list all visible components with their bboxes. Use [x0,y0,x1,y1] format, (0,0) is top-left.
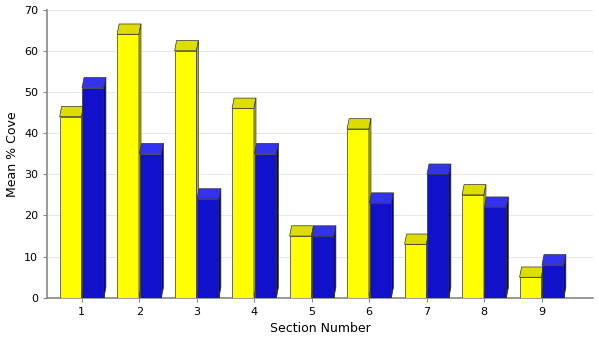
Polygon shape [139,24,141,298]
Polygon shape [175,51,196,298]
Polygon shape [254,98,256,298]
Polygon shape [427,174,449,298]
Polygon shape [426,234,428,298]
Polygon shape [312,236,334,298]
Polygon shape [462,195,484,298]
Polygon shape [404,234,428,244]
Polygon shape [312,226,336,236]
Polygon shape [542,265,564,298]
Polygon shape [117,34,139,298]
Polygon shape [289,226,313,236]
Polygon shape [506,197,509,298]
Polygon shape [60,117,81,298]
Polygon shape [519,267,543,277]
Polygon shape [347,119,371,129]
Polygon shape [117,24,141,34]
Polygon shape [289,236,311,298]
Polygon shape [219,189,221,298]
Polygon shape [82,88,104,298]
Polygon shape [81,106,83,298]
Polygon shape [391,193,394,298]
Polygon shape [564,255,566,298]
Polygon shape [484,184,486,298]
Polygon shape [197,199,219,298]
Polygon shape [370,203,391,298]
Polygon shape [60,106,83,117]
Polygon shape [370,193,394,203]
Polygon shape [232,108,254,298]
Polygon shape [334,226,336,298]
Polygon shape [449,164,451,298]
Polygon shape [462,184,486,195]
Polygon shape [485,207,506,298]
Polygon shape [196,41,198,298]
Polygon shape [161,144,164,298]
Polygon shape [541,267,543,298]
Polygon shape [197,189,221,199]
Polygon shape [276,144,279,298]
Y-axis label: Mean % Cove: Mean % Cove [5,111,19,196]
Polygon shape [404,244,426,298]
Polygon shape [255,154,276,298]
Polygon shape [140,144,164,154]
X-axis label: Section Number: Section Number [270,323,371,336]
Polygon shape [427,164,451,174]
Polygon shape [542,255,566,265]
Polygon shape [82,77,106,88]
Polygon shape [311,226,313,298]
Polygon shape [369,119,371,298]
Polygon shape [519,277,541,298]
Polygon shape [485,197,509,207]
Polygon shape [255,144,279,154]
Polygon shape [140,154,161,298]
Polygon shape [232,98,256,108]
Polygon shape [175,41,198,51]
Polygon shape [104,77,106,298]
Polygon shape [347,129,369,298]
